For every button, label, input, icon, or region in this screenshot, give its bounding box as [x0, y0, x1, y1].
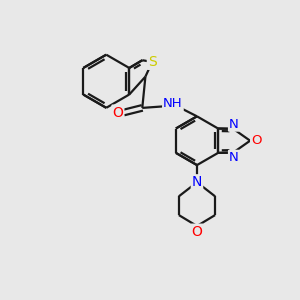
Text: N: N: [229, 118, 239, 130]
Text: O: O: [191, 225, 203, 238]
Text: NH: NH: [163, 97, 183, 110]
Text: N: N: [192, 175, 202, 189]
Text: O: O: [112, 106, 123, 120]
Text: O: O: [251, 134, 262, 147]
Text: S: S: [148, 55, 157, 69]
Text: N: N: [229, 151, 239, 164]
